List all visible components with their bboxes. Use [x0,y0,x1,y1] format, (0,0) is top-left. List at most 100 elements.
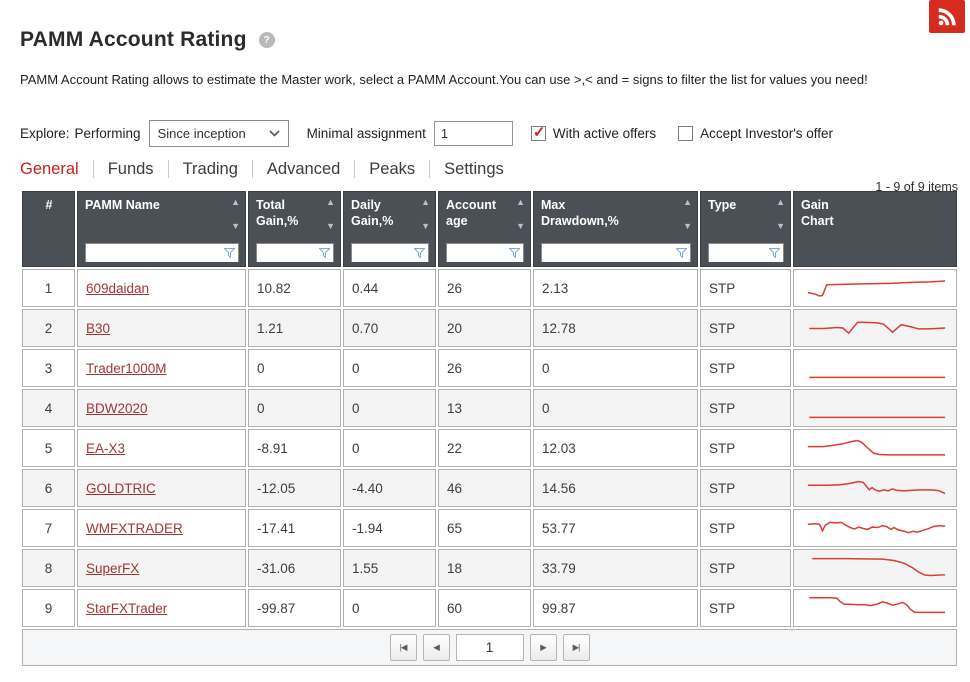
sort-asc-icon[interactable]: ▲ [683,197,692,207]
accept-investors-offer-checkbox[interactable] [678,126,694,141]
total-gain-cell: -99.87 [248,589,341,627]
pamm-name-link[interactable]: BDW2020 [86,400,148,416]
col-header-account-age[interactable]: Account age ▲ ▼ [438,191,531,267]
table-row: 8 SuperFX -31.06 1.55 18 33.79 STP [22,549,957,587]
filter-funnel-icon[interactable] [509,248,520,258]
table-header-row: # PAMM Name ▲ ▼ Total Gain,% ▲ ▼ [22,191,957,267]
pamm-name-link[interactable]: WMFXTRADER [86,520,183,536]
sort-asc-icon[interactable]: ▲ [421,197,430,207]
table-row: 9 StarFXTrader -99.87 0 60 99.87 STP [22,589,957,627]
accept-investors-offer-label: Accept Investor's offer [700,126,834,141]
daily-gain-cell: 0 [343,349,436,387]
last-page-button[interactable]: ▶| [562,634,590,661]
prev-page-button[interactable]: ◀ [422,634,450,661]
daily-gain-cell: 0 [343,589,436,627]
row-index: 2 [22,309,75,347]
pamm-name-link[interactable]: GOLDTRIC [86,480,156,496]
row-index: 8 [22,549,75,587]
col-header-index: # [22,191,75,267]
tab-peaks[interactable]: Peaks [355,160,431,178]
max-drawdown-cell: 99.87 [533,589,698,627]
filter-funnel-icon[interactable] [319,248,330,258]
accept-investors-offer-toggle[interactable]: Accept Investor's offer [678,126,833,141]
first-page-button[interactable]: |◀ [389,634,417,661]
col-header-daily-gain[interactable]: Daily Gain,% ▲ ▼ [343,191,436,267]
sort-desc-icon[interactable]: ▼ [516,221,525,231]
tab-advanced[interactable]: Advanced [253,160,356,178]
with-active-offers-checkbox[interactable] [530,123,546,141]
daily-gain-cell: 0 [343,429,436,467]
filter-input-type[interactable] [709,244,783,262]
sort-desc-icon[interactable]: ▼ [776,221,785,231]
pamm-name-link[interactable]: SuperFX [86,560,140,576]
total-gain-cell: -17.41 [248,509,341,547]
account-age-cell: 13 [438,389,531,427]
type-cell: STP [700,469,791,507]
filter-input-total-gain[interactable] [257,244,333,262]
sort-desc-icon[interactable]: ▼ [326,221,335,231]
explore-label: Explore: [20,126,70,141]
sort-asc-icon[interactable]: ▲ [231,197,240,207]
pamm-name-link[interactable]: EA-X3 [86,440,126,456]
max-drawdown-cell: 14.56 [533,469,698,507]
gain-sparkline [802,314,948,342]
filter-funnel-icon[interactable] [414,248,425,258]
sort-desc-icon[interactable]: ▼ [683,221,692,231]
daily-gain-cell: 0.44 [343,269,436,307]
page-number-input[interactable] [455,634,524,661]
page-title: PAMM Account Rating [20,28,247,51]
filter-funnel-icon[interactable] [224,248,235,258]
max-drawdown-cell: 0 [533,349,698,387]
daily-gain-cell: -4.40 [343,469,436,507]
col-header-type[interactable]: Type ▲ ▼ [700,191,791,267]
help-icon[interactable]: ? [258,32,275,48]
total-gain-cell: 10.82 [248,269,341,307]
total-gain-cell: -31.06 [248,549,341,587]
filter-input-pamm-name[interactable] [86,244,238,262]
filter-funnel-icon[interactable] [676,248,687,258]
pamm-name-link[interactable]: 609daidan [86,280,150,296]
filter-input-max-drawdown[interactable] [542,244,690,262]
sort-asc-icon[interactable]: ▲ [326,197,335,207]
period-select[interactable]: Since inception [148,120,289,147]
total-gain-cell: -8.91 [248,429,341,467]
account-age-cell: 26 [438,269,531,307]
type-cell: STP [700,589,791,627]
account-age-cell: 60 [438,589,531,627]
daily-gain-cell: 0.70 [343,309,436,347]
sort-desc-icon[interactable]: ▼ [231,221,240,231]
tab-trading[interactable]: Trading [169,160,253,178]
col-header-total-gain[interactable]: Total Gain,% ▲ ▼ [248,191,341,267]
filter-input-account-age[interactable] [447,244,523,262]
minimal-assignment-input[interactable] [433,121,513,146]
account-age-cell: 20 [438,309,531,347]
max-drawdown-cell: 33.79 [533,549,698,587]
gain-chart-cell [793,429,957,467]
sort-asc-icon[interactable]: ▲ [776,197,785,207]
filter-funnel-icon[interactable] [769,248,780,258]
max-drawdown-cell: 0 [533,389,698,427]
total-gain-cell: 1.21 [248,309,341,347]
pamm-name-link[interactable]: Trader1000M [86,360,167,376]
gain-chart-cell [793,389,957,427]
next-page-button[interactable]: ▶ [529,634,557,661]
pamm-name-link[interactable]: B30 [86,320,111,336]
rss-icon[interactable] [929,0,965,33]
account-age-cell: 65 [438,509,531,547]
col-header-pamm-name[interactable]: PAMM Name ▲ ▼ [77,191,246,267]
with-active-offers-toggle[interactable]: With active offers [530,123,656,141]
tab-general[interactable]: General [20,160,94,178]
row-index: 7 [22,509,75,547]
tab-funds[interactable]: Funds [94,160,169,178]
sort-desc-icon[interactable]: ▼ [421,221,430,231]
type-cell: STP [700,509,791,547]
table-row: 6 GOLDTRIC -12.05 -4.40 46 14.56 STP [22,469,957,507]
sort-asc-icon[interactable]: ▲ [516,197,525,207]
pamm-name-link[interactable]: StarFXTrader [86,600,168,616]
row-index: 1 [22,269,75,307]
row-index: 4 [22,389,75,427]
filter-input-daily-gain[interactable] [352,244,428,262]
tab-settings[interactable]: Settings [444,160,504,178]
col-header-max-drawdown[interactable]: Max Drawdown,% ▲ ▼ [533,191,698,267]
gain-chart-cell [793,469,957,507]
